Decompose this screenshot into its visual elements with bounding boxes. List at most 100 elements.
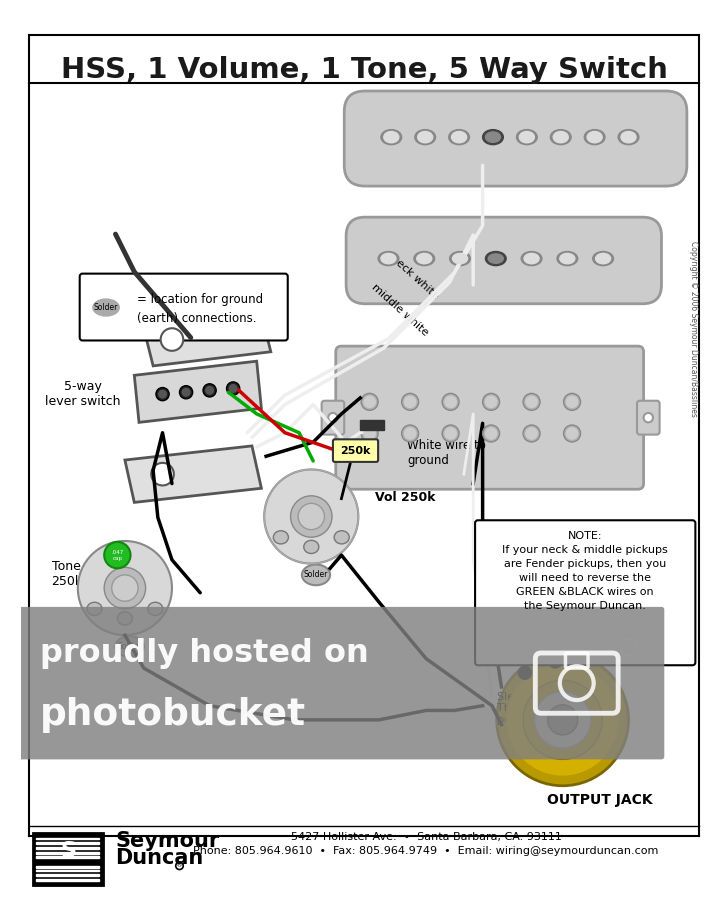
Text: = location for ground: = location for ground (137, 293, 264, 306)
Circle shape (180, 386, 193, 399)
Text: Solder: Solder (94, 303, 118, 312)
Ellipse shape (553, 132, 569, 143)
Circle shape (518, 666, 531, 680)
Text: OUTPUT JACK: OUTPUT JACK (547, 793, 653, 807)
Circle shape (159, 391, 166, 398)
Circle shape (442, 425, 459, 442)
Bar (36, 879, 100, 880)
Circle shape (229, 385, 237, 392)
Circle shape (361, 393, 378, 411)
Ellipse shape (415, 130, 435, 145)
Circle shape (264, 470, 358, 564)
Ellipse shape (416, 253, 432, 263)
Circle shape (566, 396, 578, 407)
Circle shape (483, 425, 499, 442)
Circle shape (104, 567, 146, 609)
Text: 250k: 250k (341, 446, 371, 456)
Text: White wire to
ground: White wire to ground (407, 439, 486, 467)
Circle shape (402, 393, 419, 411)
Ellipse shape (302, 565, 330, 585)
Bar (33, 833, 103, 884)
Ellipse shape (618, 130, 639, 145)
Circle shape (534, 692, 591, 748)
Text: photobucket: photobucket (40, 697, 306, 733)
Ellipse shape (585, 130, 605, 145)
Ellipse shape (381, 253, 396, 263)
Text: .047
cap: .047 cap (111, 550, 124, 561)
FancyBboxPatch shape (475, 520, 695, 665)
Ellipse shape (378, 251, 399, 265)
Ellipse shape (451, 132, 467, 143)
Text: Seymour: Seymour (116, 832, 220, 851)
Text: Solder: Solder (117, 642, 142, 651)
Circle shape (298, 504, 325, 530)
FancyBboxPatch shape (322, 401, 344, 435)
Circle shape (445, 396, 456, 407)
Bar (36, 869, 100, 871)
Bar (36, 842, 100, 845)
Ellipse shape (550, 130, 571, 145)
Circle shape (483, 393, 499, 411)
Ellipse shape (483, 130, 503, 145)
Ellipse shape (418, 132, 432, 143)
Ellipse shape (87, 602, 102, 615)
Ellipse shape (524, 253, 539, 263)
Polygon shape (134, 361, 261, 423)
Circle shape (156, 388, 169, 401)
Bar (360, 421, 384, 430)
Circle shape (405, 428, 416, 439)
Text: NOTE:
If your neck & middle pickups
are Fender pickups, then you
will need to re: NOTE: If your neck & middle pickups are … (502, 530, 668, 611)
Circle shape (563, 425, 580, 442)
Circle shape (523, 393, 540, 411)
Circle shape (496, 654, 628, 786)
Circle shape (161, 328, 183, 351)
FancyBboxPatch shape (79, 274, 288, 341)
Ellipse shape (516, 130, 537, 145)
Ellipse shape (596, 253, 611, 263)
Text: Tip (hot output): Tip (hot output) (569, 657, 657, 667)
Circle shape (151, 463, 174, 485)
Ellipse shape (384, 132, 399, 143)
Bar (34, 834, 101, 862)
Circle shape (104, 542, 130, 568)
Circle shape (364, 396, 376, 407)
Bar (34, 864, 101, 884)
Circle shape (548, 655, 562, 668)
Circle shape (506, 663, 619, 776)
Text: proudly hosted on: proudly hosted on (40, 638, 369, 670)
Bar (36, 837, 100, 839)
Bar (36, 847, 100, 849)
Circle shape (486, 428, 496, 439)
Bar (36, 866, 100, 868)
Circle shape (203, 384, 216, 397)
Circle shape (523, 681, 602, 760)
Text: Vol 250k: Vol 250k (376, 491, 436, 504)
Circle shape (405, 396, 416, 407)
Ellipse shape (453, 253, 467, 263)
Circle shape (328, 413, 338, 423)
Circle shape (526, 396, 537, 407)
Circle shape (206, 387, 213, 394)
Circle shape (445, 428, 456, 439)
FancyBboxPatch shape (637, 401, 660, 435)
Text: HSS, 1 Volume, 1 Tone, 5 Way Switch: HSS, 1 Volume, 1 Tone, 5 Way Switch (60, 56, 668, 84)
Ellipse shape (450, 251, 470, 265)
Ellipse shape (304, 541, 319, 554)
Text: middle white: middle white (370, 283, 430, 338)
Circle shape (111, 575, 138, 601)
Circle shape (563, 393, 580, 411)
Text: 5427 Hollister Ave.  •  Santa Barbara, CA. 93111
Phone: 805.964.9610  •  Fax: 80: 5427 Hollister Ave. • Santa Barbara, CA.… (194, 832, 659, 857)
Text: neck white: neck white (389, 253, 440, 301)
Polygon shape (143, 314, 271, 366)
Ellipse shape (116, 636, 143, 657)
Ellipse shape (148, 602, 163, 615)
Circle shape (523, 425, 540, 442)
Text: Tone
250k: Tone 250k (51, 560, 82, 588)
Circle shape (486, 396, 496, 407)
Text: 5-way
lever switch: 5-way lever switch (45, 380, 120, 408)
Circle shape (547, 705, 578, 735)
Circle shape (182, 389, 190, 396)
Bar (36, 874, 100, 876)
Ellipse shape (560, 253, 575, 263)
Text: Duncan: Duncan (116, 848, 204, 869)
